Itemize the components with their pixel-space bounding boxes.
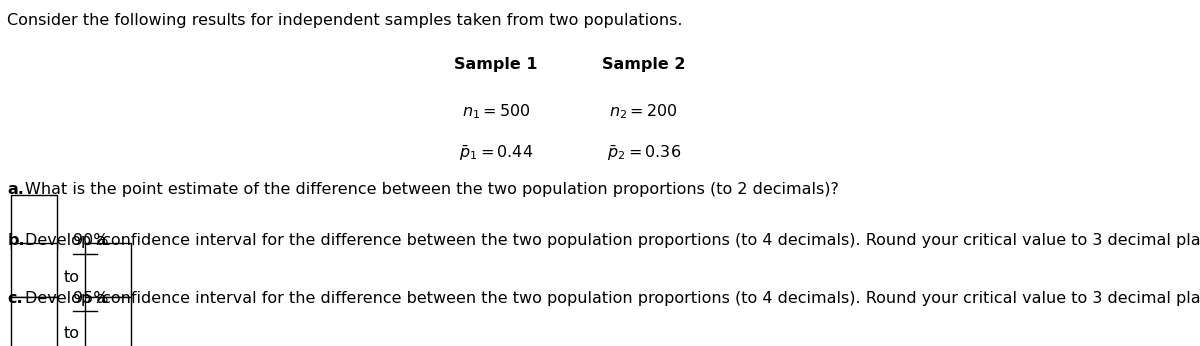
Text: c.: c. xyxy=(7,291,23,306)
Text: a.: a. xyxy=(7,182,24,197)
Text: 95%: 95% xyxy=(73,291,109,306)
Text: confidence interval for the difference between the two population proportions (t: confidence interval for the difference b… xyxy=(96,233,1200,248)
Text: confidence interval for the difference between the two population proportions (t: confidence interval for the difference b… xyxy=(96,291,1200,306)
Text: to: to xyxy=(64,326,79,341)
Text: Develop a: Develop a xyxy=(25,291,112,306)
FancyBboxPatch shape xyxy=(11,297,58,346)
Text: 90%: 90% xyxy=(73,233,109,248)
Text: Sample 1: Sample 1 xyxy=(455,57,538,72)
Text: Consider the following results for independent samples taken from two population: Consider the following results for indep… xyxy=(7,13,683,28)
FancyBboxPatch shape xyxy=(85,243,132,297)
Text: $n_1 = 500$: $n_1 = 500$ xyxy=(462,102,530,121)
Text: $\bar{p}_2 = 0.36$: $\bar{p}_2 = 0.36$ xyxy=(606,144,680,163)
Text: Sample 2: Sample 2 xyxy=(602,57,685,72)
Text: What is the point estimate of the difference between the two population proporti: What is the point estimate of the differ… xyxy=(25,182,839,197)
Text: b.: b. xyxy=(7,233,25,248)
Text: $n_2 = 200$: $n_2 = 200$ xyxy=(610,102,678,121)
Text: $\bar{p}_1 = 0.44$: $\bar{p}_1 = 0.44$ xyxy=(460,144,533,163)
FancyBboxPatch shape xyxy=(11,243,58,297)
Text: to: to xyxy=(64,270,79,285)
Text: Develop a: Develop a xyxy=(25,233,112,248)
FancyBboxPatch shape xyxy=(11,195,58,249)
FancyBboxPatch shape xyxy=(85,297,132,346)
